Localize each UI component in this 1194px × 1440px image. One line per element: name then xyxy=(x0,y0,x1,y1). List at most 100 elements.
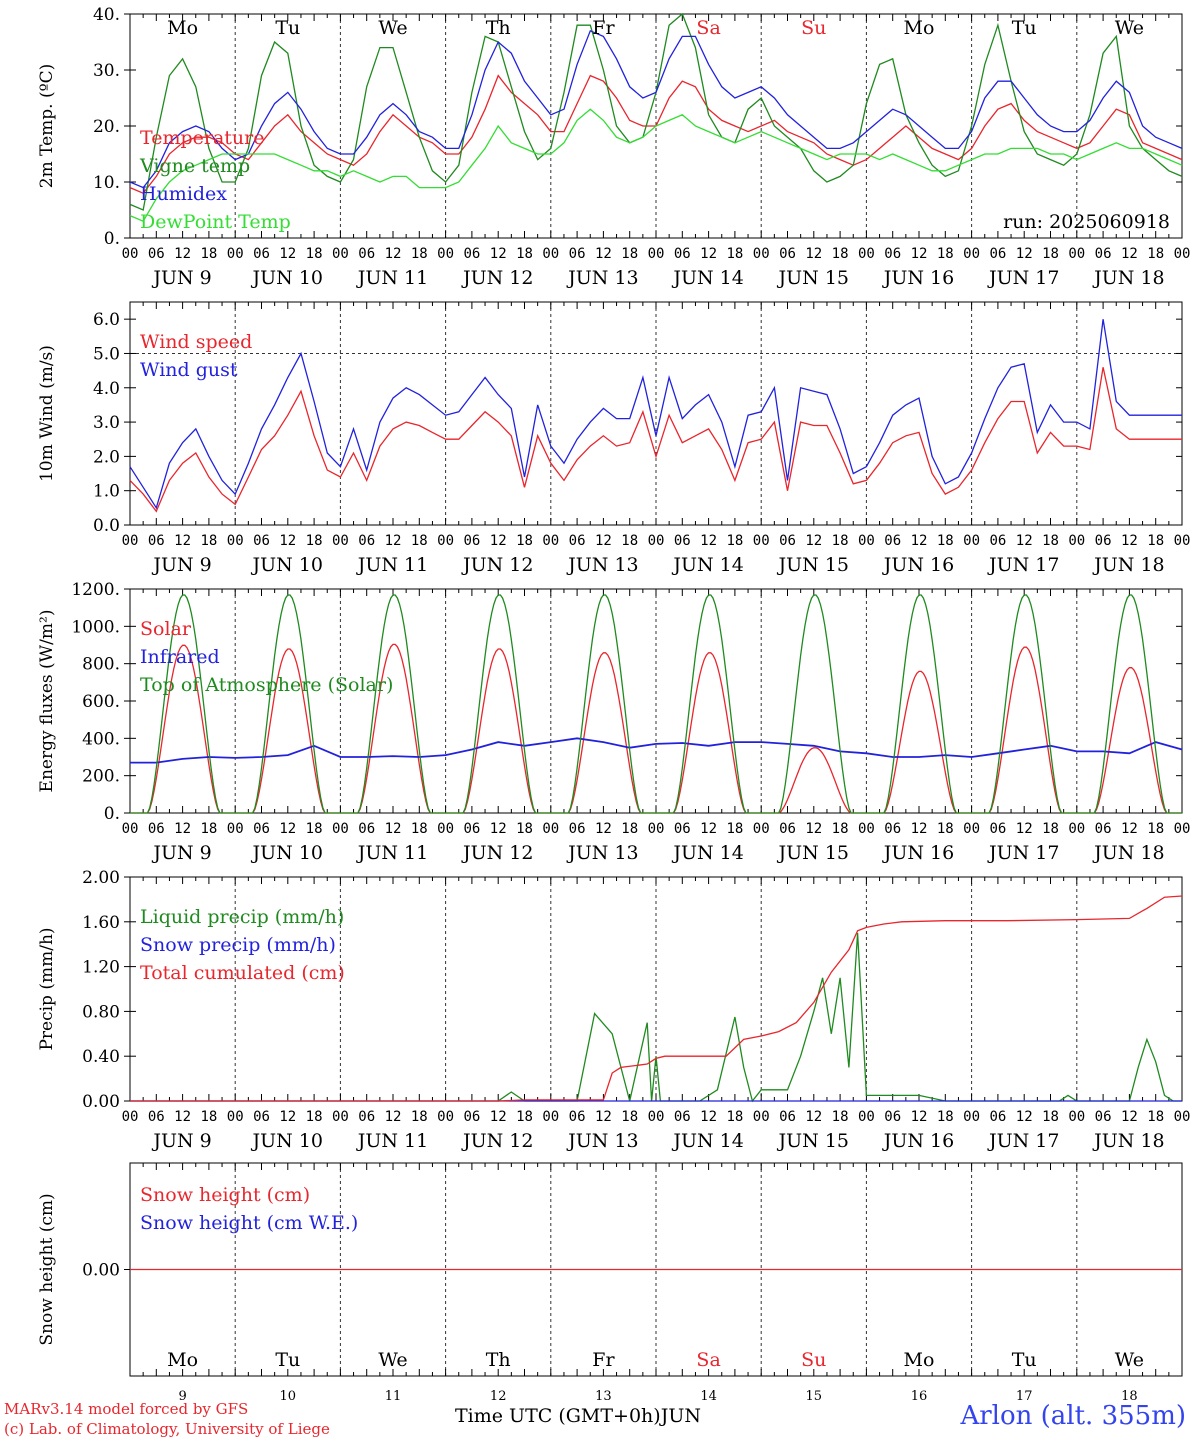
hour-tick-label: 18 xyxy=(306,1109,323,1125)
y-tick-label: 3.0 xyxy=(93,413,120,433)
hour-tick-label: 06 xyxy=(253,1109,270,1125)
date-label: JUN 9 xyxy=(151,554,211,576)
hour-tick-label: 00 xyxy=(542,533,559,549)
y-tick-label: 0.0 xyxy=(93,516,120,536)
hour-tick-label: 00 xyxy=(1174,1109,1191,1125)
y-tick-label: 6.0 xyxy=(93,310,120,330)
hour-tick-label: 00 xyxy=(122,821,139,837)
date-label: JUN 15 xyxy=(777,554,849,576)
hour-tick-label: 00 xyxy=(122,533,139,549)
hour-tick-label: 18 xyxy=(1147,821,1164,837)
date-label: JUN 13 xyxy=(566,267,638,289)
date-label: JUN 18 xyxy=(1092,554,1164,576)
hour-tick-label: 18 xyxy=(937,533,954,549)
date-label: JUN 13 xyxy=(566,1130,638,1152)
hour-tick-label: 12 xyxy=(385,533,402,549)
hour-tick-label: 12 xyxy=(385,246,402,262)
legend-entry: Total cumulated (cm) xyxy=(140,962,345,984)
legend-entry: Vigne temp xyxy=(139,155,250,177)
hour-tick-label: 00 xyxy=(542,246,559,262)
y-tick-label: 1000. xyxy=(71,617,120,637)
hour-tick-label: 06 xyxy=(674,821,691,837)
hour-tick-label: 00 xyxy=(963,533,980,549)
y-tick-label: 1.60 xyxy=(82,913,120,933)
date-label: JUN 10 xyxy=(251,842,323,864)
day-number-label: 12 xyxy=(490,1389,507,1404)
weekday-label: Mo xyxy=(167,1349,198,1371)
hour-tick-label: 12 xyxy=(279,1109,296,1125)
hour-tick-label: 12 xyxy=(490,533,507,549)
weekday-label: Sa xyxy=(696,1349,720,1371)
hour-tick-label: 12 xyxy=(1121,246,1138,262)
date-label: JUN 12 xyxy=(461,267,533,289)
day-number-label: 13 xyxy=(595,1389,612,1404)
weekday-label: Tu xyxy=(1012,17,1037,39)
hour-tick-label: 06 xyxy=(253,821,270,837)
hour-tick-label: 06 xyxy=(779,821,796,837)
hour-tick-label: 18 xyxy=(200,1109,217,1125)
date-label: JUN 15 xyxy=(777,842,849,864)
hour-tick-label: 00 xyxy=(648,533,665,549)
hour-tick-label: 00 xyxy=(753,821,770,837)
hour-tick-label: 12 xyxy=(174,821,191,837)
hour-tick-label: 12 xyxy=(700,821,717,837)
hour-tick-label: 06 xyxy=(674,246,691,262)
hour-tick-label: 18 xyxy=(200,246,217,262)
y-tick-label: 0. xyxy=(104,229,120,249)
hour-tick-label: 18 xyxy=(411,1109,428,1125)
hour-tick-label: 00 xyxy=(437,246,454,262)
day-number-label: 18 xyxy=(1121,1389,1138,1404)
hour-tick-label: 18 xyxy=(1147,246,1164,262)
date-label: JUN 16 xyxy=(882,1130,954,1152)
date-label: JUN 13 xyxy=(566,554,638,576)
weekday-label: Su xyxy=(801,17,826,39)
hour-tick-label: 18 xyxy=(516,1109,533,1125)
y-tick-label: 2.0 xyxy=(93,447,120,467)
date-label: JUN 11 xyxy=(356,1130,428,1152)
hour-tick-label: 18 xyxy=(1042,246,1059,262)
legend-entry: Humidex xyxy=(140,183,227,205)
hour-tick-label: 06 xyxy=(253,246,270,262)
hour-tick-label: 00 xyxy=(542,1109,559,1125)
hour-tick-label: 06 xyxy=(569,533,586,549)
date-label: JUN 16 xyxy=(882,842,954,864)
hour-tick-label: 06 xyxy=(463,533,480,549)
legend-entry: Snow height (cm W.E.) xyxy=(140,1212,358,1234)
model-credit: MARv3.14 model forced by GFS xyxy=(4,1400,249,1418)
hour-tick-label: 12 xyxy=(1016,1109,1033,1125)
y-tick-label: 0.00 xyxy=(82,1092,120,1112)
y-tick-label: 40. xyxy=(93,5,120,25)
x-axis-month: JUN xyxy=(660,1405,701,1427)
hour-tick-label: 18 xyxy=(306,533,323,549)
weekday-label: Sa xyxy=(696,17,720,39)
hour-tick-label: 06 xyxy=(989,1109,1006,1125)
hour-tick-label: 00 xyxy=(437,1109,454,1125)
legend-entry: Liquid precip (mm/h) xyxy=(140,906,344,928)
series-line-humidex xyxy=(129,29,1183,189)
hour-tick-label: 12 xyxy=(279,821,296,837)
hour-tick-label: 06 xyxy=(148,821,165,837)
hour-tick-label: 12 xyxy=(595,1109,612,1125)
date-label: JUN 17 xyxy=(987,842,1059,864)
hour-tick-label: 12 xyxy=(1016,533,1033,549)
series-line-total-cumulated-cm- xyxy=(130,895,1183,1102)
hour-tick-label: 18 xyxy=(306,246,323,262)
panel-4: 0.00 0.40 0.80 1.20 1.60 2.00 Precip (mm/h) Liq… xyxy=(37,868,1190,1152)
hour-tick-label: 12 xyxy=(1016,821,1033,837)
hour-tick-label: 00 xyxy=(1174,821,1191,837)
hour-tick-label: 00 xyxy=(858,821,875,837)
y-tick-label: 30. xyxy=(93,61,120,81)
hour-tick-label: 06 xyxy=(463,246,480,262)
hour-tick-label: 18 xyxy=(1042,821,1059,837)
legend-entry: Snow height (cm) xyxy=(140,1184,310,1206)
y-tick-label: 0.00 xyxy=(82,1261,120,1281)
y-axis-label: Precip (mm/h) xyxy=(37,927,57,1050)
panel-2: 0.0 1.0 2.0 3.0 4.0 5.0 6.0 10m Wind (m/s) Wind … xyxy=(37,301,1190,576)
y-axis-label: 10m Wind (m/s) xyxy=(37,345,57,482)
date-label: JUN 17 xyxy=(987,1130,1059,1152)
y-tick-label: 200. xyxy=(82,767,120,787)
weekday-label: Fr xyxy=(592,17,615,39)
hour-tick-label: 12 xyxy=(805,821,822,837)
date-label: JUN 12 xyxy=(461,1130,533,1152)
hour-tick-label: 06 xyxy=(1095,533,1112,549)
